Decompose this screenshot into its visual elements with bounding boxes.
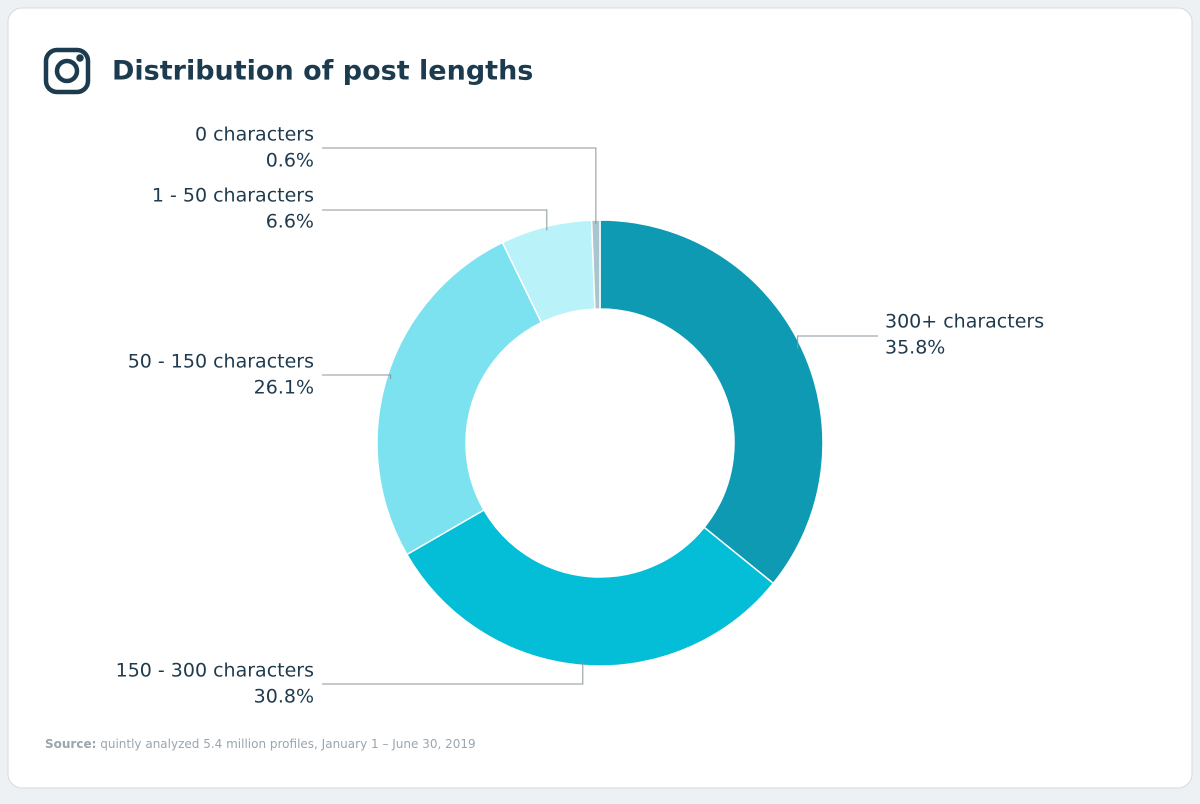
leader-line (322, 147, 597, 225)
donut-segment (590, 219, 601, 310)
category-label: 0 characters (195, 124, 314, 146)
card (7, 7, 1193, 789)
donut-segment (376, 241, 543, 556)
source-text: quintly analyzed 5.4 million profiles, J… (100, 737, 475, 751)
source: Source: quintly analyzed 5.4 million pro… (45, 737, 476, 751)
donut-segment (599, 219, 824, 585)
source-label: Source: (45, 737, 96, 751)
leader-line (797, 335, 878, 349)
leader-line (322, 374, 392, 379)
leader-line (322, 661, 584, 685)
value-label: 30.8% (254, 686, 314, 708)
value-label: 0.6% (266, 150, 314, 172)
value-label: 26.1% (254, 377, 314, 399)
category-label: 300+ characters (885, 311, 1044, 333)
chart-title: Distribution of post lengths (112, 56, 533, 87)
instagram-icon (43, 47, 91, 95)
donut-segment (405, 508, 775, 667)
value-label: 6.6% (266, 211, 314, 233)
category-label: 50 - 150 characters (128, 351, 314, 373)
category-label: 150 - 300 characters (116, 660, 314, 682)
category-label: 1 - 50 characters (152, 185, 314, 207)
value-label: 35.8% (885, 337, 945, 359)
leader-line (322, 209, 548, 231)
